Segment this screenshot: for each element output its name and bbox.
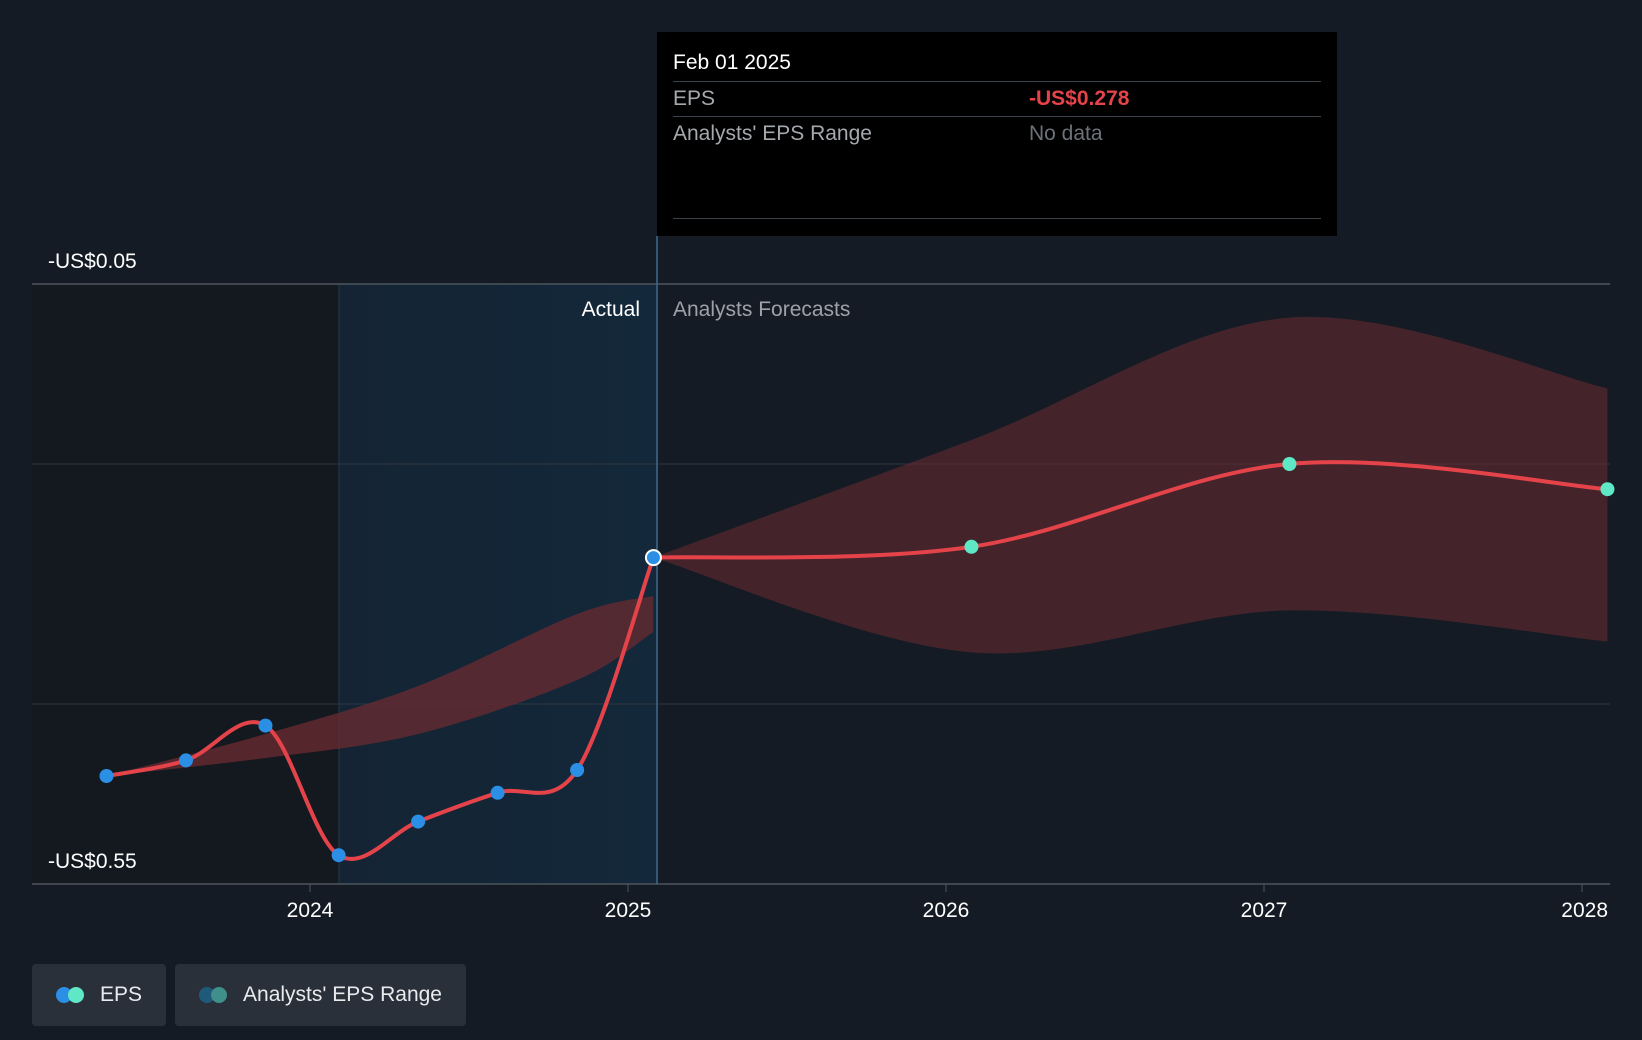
tooltip-eps-label: EPS — [673, 87, 716, 110]
tooltip-divider — [673, 218, 1321, 219]
eps-line-actual — [104, 555, 656, 861]
past-background — [32, 284, 340, 884]
forecast-label: Analysts Forecasts — [673, 298, 850, 321]
tooltip-range-value: No data — [1029, 122, 1103, 145]
x-tick-label: 2026 — [923, 899, 970, 922]
legend-eps[interactable]: EPS — [32, 964, 167, 1026]
tooltip: Feb 01 2025 EPS -US$0.278 Analysts' EPS … — [657, 32, 1337, 236]
y-tick-label-bottom: -US$0.55 — [48, 850, 137, 873]
tooltip-eps-row: EPS -US$0.278 — [673, 81, 1321, 116]
x-tick-label: 2025 — [605, 899, 652, 922]
legend-range-label: Analysts' EPS Range — [243, 983, 442, 1006]
eps-point-actual — [178, 753, 193, 768]
eps-point-actual — [411, 814, 426, 829]
eps-point-actual — [99, 769, 114, 783]
legend-range[interactable]: Analysts' EPS Range — [175, 964, 466, 1026]
eps-point-actual — [258, 718, 273, 733]
actual-highlight — [339, 284, 657, 884]
range-legend-icon — [199, 987, 229, 1003]
x-tick-label: 2024 — [287, 899, 334, 922]
eps-point-actual — [570, 763, 585, 777]
range-band-actual — [106, 596, 654, 776]
range-band-forecast — [653, 316, 1608, 654]
tooltip-range-row: Analysts' EPS Range No data — [673, 116, 1321, 151]
eps-point-actual — [490, 785, 505, 800]
eps-point-actual — [331, 848, 346, 863]
legend: EPS Analysts' EPS Range — [32, 964, 466, 1026]
x-tick-label: 2027 — [1241, 899, 1288, 922]
eps-line-forecast — [651, 460, 1610, 560]
y-tick-label-top: -US$0.05 — [48, 250, 137, 273]
eps-point-forecast — [964, 539, 979, 554]
eps-point-highlighted — [644, 549, 662, 567]
eps-point-forecast — [1282, 457, 1297, 471]
eps-legend-icon — [56, 987, 86, 1003]
tooltip-eps-value: -US$0.278 — [1029, 87, 1130, 110]
legend-eps-label: EPS — [100, 983, 143, 1006]
x-tick-label: 2028 — [1561, 899, 1608, 922]
tooltip-range-label: Analysts' EPS Range — [673, 122, 872, 145]
actual-label: Actual — [582, 298, 640, 321]
eps-point-forecast — [1600, 482, 1615, 497]
tooltip-date: Feb 01 2025 — [673, 51, 791, 74]
